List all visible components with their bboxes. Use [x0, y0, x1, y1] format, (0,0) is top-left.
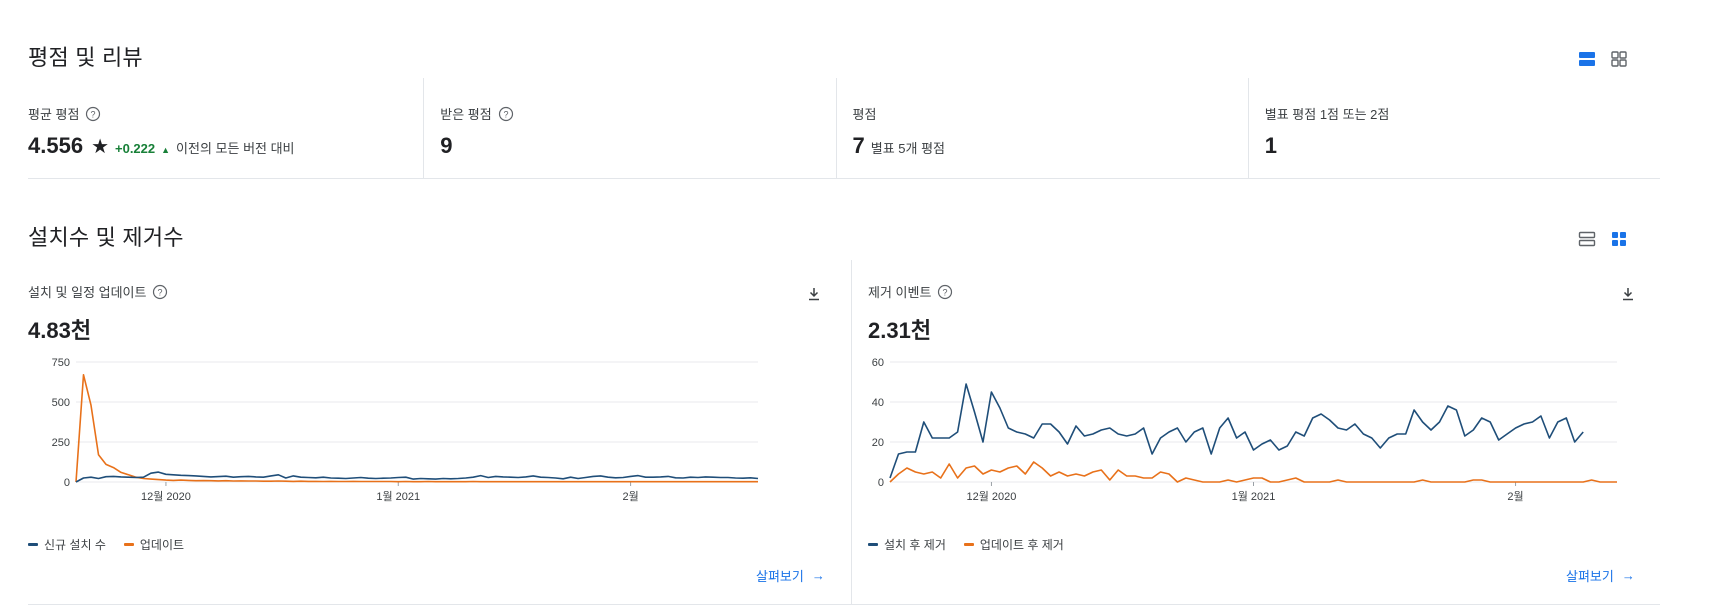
y-tick-label: 0 [64, 477, 70, 489]
uninstalls-legend: 설치 후 제거 업데이트 후 제거 [868, 536, 1064, 553]
explore-link[interactable]: 살펴보기 → [1566, 566, 1635, 585]
series-line [889, 383, 1584, 479]
uninstalls-panel: 제거 이벤트 ? 2.31천 0 20 40 60 12월 2020 1월 2021 2월 … [868, 260, 1658, 606]
installs-chart: 0 250 500 750 12월 2020 1월 2021 2월 [52, 357, 759, 502]
ratings-metrics: 평균 평점 ? 4.556 ★ +0.222 ▲ 이전의 모든 버전 대비 받은… [28, 78, 1660, 179]
panel-title: 설치 및 일정 업데이트 [28, 285, 147, 300]
panel-divider [851, 260, 852, 605]
rating-delta: +0.222 [115, 141, 156, 156]
y-tick-label: 40 [872, 397, 884, 409]
metric-label: 별표 평점 1점 또는 2점 [1264, 107, 1390, 122]
legend-swatch [868, 543, 878, 546]
explore-label: 살펴보기 [1566, 569, 1614, 584]
svg-text:?: ? [943, 287, 948, 297]
arrow-right-icon: → [1621, 568, 1635, 583]
rating-comparison-note: 이전의 모든 버전 대비 [176, 141, 295, 156]
metric-label: 평균 평점 [28, 107, 80, 122]
legend-label: 설치 후 제거 [884, 538, 946, 552]
legend-label: 업데이트 후 제거 [979, 538, 1064, 552]
legend-swatch [28, 543, 38, 546]
panel-title: 제거 이벤트 [868, 285, 932, 300]
legend-item: 업데이트 [123, 536, 185, 553]
metric-value: 7 [852, 133, 865, 158]
list-view-icon[interactable] [1578, 230, 1596, 248]
metric-note: 별표 5개 평점 [870, 141, 946, 156]
legend-swatch [963, 543, 974, 546]
grid-view-icon[interactable] [1610, 50, 1628, 68]
star-icon: ★ [91, 136, 109, 158]
legend-label: 업데이트 [139, 538, 185, 552]
series-line [75, 373, 758, 483]
y-tick-label: 60 [872, 357, 884, 369]
help-icon[interactable]: ? [152, 284, 168, 300]
y-tick-label: 500 [52, 397, 70, 409]
installs-section-title: 설치수 및 제거수 [28, 225, 184, 250]
series-line [889, 461, 1617, 483]
metric-label: 평점 [852, 107, 877, 122]
explore-link[interactable]: 살펴보기 → [756, 566, 825, 585]
x-tick-label: 1월 2021 [1232, 490, 1276, 502]
svg-text:?: ? [503, 109, 508, 119]
legend-item: 설치 후 제거 [868, 536, 946, 553]
y-tick-label: 20 [872, 437, 884, 449]
series-line [75, 471, 759, 483]
x-tick-label: 12월 2020 [966, 490, 1016, 502]
help-icon[interactable]: ? [498, 106, 514, 122]
metric-ratings-received: 받은 평점 ? 9 [423, 78, 835, 178]
arrow-right-icon: → [811, 568, 825, 583]
svg-text:?: ? [158, 287, 163, 297]
list-view-icon[interactable] [1578, 50, 1596, 68]
panel-value: 4.83천 [28, 318, 92, 343]
installs-view-toggle [1578, 230, 1628, 248]
legend-label: 신규 설치 수 [44, 538, 106, 552]
x-tick-label: 12월 2020 [141, 490, 191, 502]
y-tick-label: 0 [878, 477, 884, 489]
panel-value: 2.31천 [868, 318, 932, 343]
metric-value: 9 [440, 133, 453, 158]
svg-text:?: ? [91, 109, 96, 119]
legend-item: 신규 설치 수 [28, 536, 106, 553]
legend-item: 업데이트 후 제거 [963, 536, 1064, 553]
installs-legend: 신규 설치 수 업데이트 [28, 536, 184, 553]
ratings-section-title: 평점 및 리뷰 [28, 45, 143, 70]
y-tick-label: 250 [52, 437, 70, 449]
metric-value: 4.556 [28, 133, 84, 158]
metric-average-rating: 평균 평점 ? 4.556 ★ +0.222 ▲ 이전의 모든 버전 대비 [28, 78, 423, 178]
x-tick-label: 2월 [622, 490, 638, 502]
up-arrow-icon: ▲ [161, 145, 171, 155]
explore-label: 살펴보기 [756, 569, 804, 584]
ratings-view-toggle [1578, 50, 1628, 68]
y-tick-label: 750 [52, 357, 70, 369]
metric-low-ratings: 별표 평점 1점 또는 2점 1 [1247, 78, 1660, 178]
help-icon[interactable]: ? [85, 106, 101, 122]
metric-label: 받은 평점 [440, 107, 492, 122]
legend-swatch [123, 543, 134, 546]
x-tick-label: 2월 [1507, 490, 1523, 502]
installs-panel: 설치 및 일정 업데이트 ? 4.83천 0 250 500 750 12월 2020 1… [28, 260, 834, 606]
x-tick-label: 1월 2021 [376, 490, 420, 502]
metric-ratings: 평점 7 별표 5개 평점 [835, 78, 1248, 178]
metric-value: 1 [1264, 133, 1277, 158]
download-icon[interactable] [806, 286, 822, 302]
grid-view-icon[interactable] [1610, 230, 1628, 248]
download-icon[interactable] [1620, 286, 1636, 302]
help-icon[interactable]: ? [937, 284, 953, 300]
uninstalls-chart: 0 20 40 60 12월 2020 1월 2021 2월 [872, 357, 1617, 502]
